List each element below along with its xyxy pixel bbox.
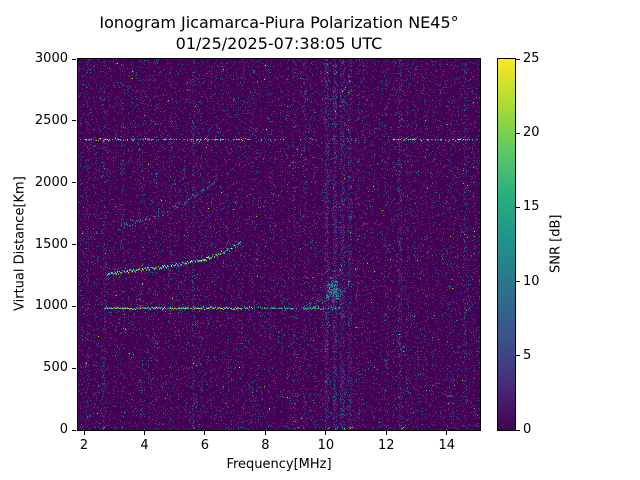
colorbar-tick-mark — [516, 355, 520, 357]
y-tick-mark — [72, 305, 76, 307]
colorbar-tick-label: 0 — [523, 422, 532, 437]
y-tick-mark — [72, 58, 76, 60]
x-tick-label: 8 — [261, 438, 270, 453]
colorbar — [497, 58, 516, 431]
colorbar-tick-mark — [516, 429, 520, 431]
y-tick-mark — [72, 120, 76, 122]
colorbar-tick-mark — [516, 58, 520, 60]
y-tick-mark — [72, 367, 76, 369]
colorbar-tick-mark — [516, 281, 520, 283]
colorbar-tick-label: 5 — [523, 347, 532, 363]
chart-title-block: Ionogram Jicamarca-Piura Polarization NE… — [59, 12, 499, 54]
colorbar-tick-label: 25 — [523, 51, 540, 66]
x-tick-mark — [143, 431, 145, 435]
y-tick-label: 1500 — [34, 236, 68, 252]
x-tick-mark — [83, 431, 85, 435]
ionogram-heatmap — [78, 59, 480, 430]
x-tick-mark — [325, 431, 327, 435]
plot-area — [77, 58, 481, 431]
colorbar-gradient — [498, 59, 515, 430]
y-tick-label: 3000 — [34, 51, 68, 66]
x-axis-label: Frequency[MHz] — [226, 457, 332, 472]
chart-subtitle: 01/25/2025-07:38:05 UTC — [175, 34, 383, 53]
x-tick-label: 14 — [438, 438, 456, 453]
y-axis-label-text: Virtual Distance[Km] — [12, 176, 28, 311]
y-tick-mark — [72, 182, 76, 184]
y-tick-label: 2000 — [34, 174, 68, 190]
colorbar-label-text: SNR [dB] — [548, 214, 564, 273]
colorbar-tick-mark — [516, 206, 520, 208]
y-tick-label: 500 — [43, 360, 68, 376]
colorbar-tick-mark — [516, 132, 520, 134]
x-tick-label: 6 — [200, 438, 210, 453]
y-tick-label: 1000 — [34, 298, 68, 314]
x-tick-mark — [264, 431, 266, 435]
x-tick-label: 2 — [79, 438, 89, 453]
x-tick-label: 12 — [378, 438, 395, 453]
colorbar-tick-label: 15 — [523, 199, 540, 215]
y-tick-mark — [72, 244, 76, 245]
chart-title: Ionogram Jicamarca-Piura Polarization NE… — [99, 13, 459, 32]
y-tick-label: 2500 — [34, 112, 68, 128]
x-tick-mark — [446, 431, 448, 435]
colorbar-tick-label: 10 — [523, 273, 540, 289]
colorbar-label: SNR [dB] — [546, 58, 566, 429]
x-tick-mark — [385, 431, 387, 435]
y-tick-mark — [72, 429, 76, 431]
y-axis-label: Virtual Distance[Km] — [10, 58, 30, 429]
x-tick-label: 4 — [140, 438, 149, 453]
y-tick-label: 0 — [59, 422, 68, 437]
x-tick-label: 10 — [317, 438, 335, 453]
colorbar-tick-label: 20 — [523, 125, 540, 141]
x-tick-mark — [204, 431, 206, 435]
